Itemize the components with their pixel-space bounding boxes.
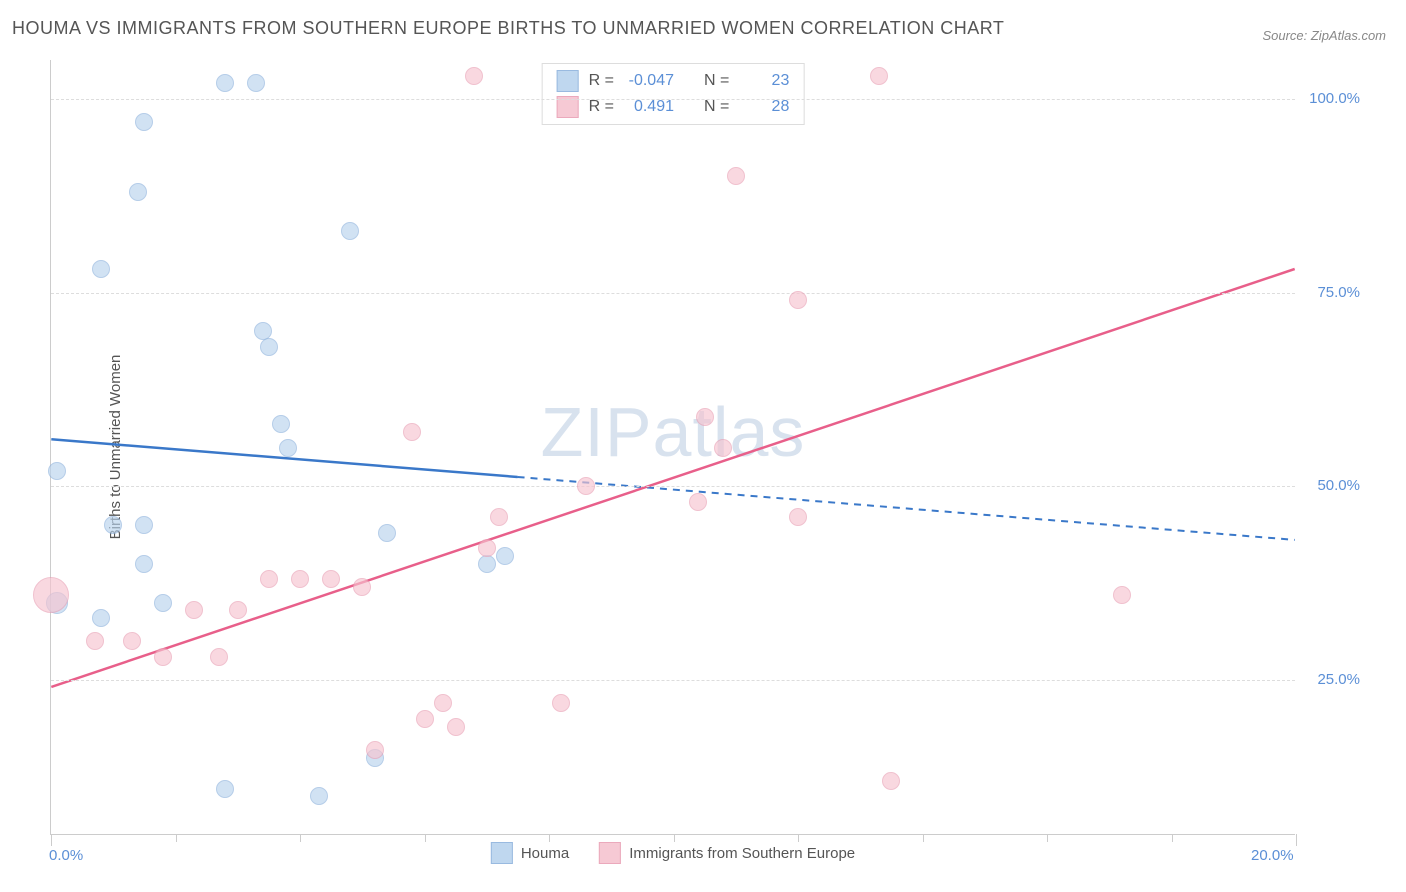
y-tick-label: 25.0% bbox=[1317, 671, 1360, 688]
legend-stats-row: R = -0.047 N = 23 bbox=[557, 68, 790, 94]
trend-line-solid bbox=[51, 269, 1294, 687]
scatter-point bbox=[434, 694, 452, 712]
scatter-point bbox=[229, 601, 247, 619]
y-tick-label: 75.0% bbox=[1317, 284, 1360, 301]
scatter-point bbox=[279, 439, 297, 457]
scatter-point bbox=[366, 741, 384, 759]
legend-label: Houma bbox=[521, 845, 569, 862]
trend-lines-layer bbox=[51, 60, 1295, 834]
scatter-point bbox=[789, 508, 807, 526]
scatter-point bbox=[403, 423, 421, 441]
scatter-point bbox=[689, 493, 707, 511]
scatter-point bbox=[416, 710, 434, 728]
x-tick-mark bbox=[923, 834, 924, 842]
n-value: 23 bbox=[739, 72, 789, 90]
scatter-point bbox=[216, 780, 234, 798]
chart-title: HOUMA VS IMMIGRANTS FROM SOUTHERN EUROPE… bbox=[12, 18, 1004, 39]
scatter-point bbox=[135, 113, 153, 131]
legend-stats-box: R = -0.047 N = 23 R = 0.491 N = 28 bbox=[542, 63, 805, 125]
scatter-point bbox=[1113, 586, 1131, 604]
x-tick-mark bbox=[1296, 834, 1297, 846]
watermark-text: ZIPatlas bbox=[541, 392, 806, 472]
scatter-point bbox=[310, 787, 328, 805]
scatter-point bbox=[789, 291, 807, 309]
scatter-point bbox=[870, 67, 888, 85]
scatter-point bbox=[33, 577, 69, 613]
legend-swatch bbox=[491, 842, 513, 864]
scatter-point bbox=[210, 648, 228, 666]
y-axis-label: Births to Unmarried Women bbox=[107, 355, 124, 540]
scatter-point bbox=[447, 718, 465, 736]
gridline bbox=[51, 293, 1295, 294]
scatter-point bbox=[135, 555, 153, 573]
scatter-point bbox=[104, 516, 122, 534]
scatter-point bbox=[478, 539, 496, 557]
x-tick-mark bbox=[1047, 834, 1048, 842]
x-tick-mark bbox=[1172, 834, 1173, 842]
scatter-point bbox=[154, 648, 172, 666]
x-tick-mark bbox=[51, 834, 52, 846]
scatter-point bbox=[154, 594, 172, 612]
legend-swatch bbox=[599, 842, 621, 864]
x-tick-mark bbox=[798, 834, 799, 842]
x-tick-mark bbox=[300, 834, 301, 842]
x-tick-mark bbox=[176, 834, 177, 842]
source-attribution: Source: ZipAtlas.com bbox=[1262, 28, 1386, 43]
scatter-point bbox=[490, 508, 508, 526]
scatter-point bbox=[260, 570, 278, 588]
x-tick-mark bbox=[549, 834, 550, 842]
chart-plot-area: Births to Unmarried Women ZIPatlas R = -… bbox=[50, 60, 1295, 835]
scatter-point bbox=[552, 694, 570, 712]
x-tick-label: 20.0% bbox=[1251, 847, 1294, 864]
r-label: R = bbox=[589, 98, 614, 116]
x-tick-label: 0.0% bbox=[49, 847, 83, 864]
n-label: N = bbox=[704, 72, 729, 90]
scatter-point bbox=[496, 547, 514, 565]
scatter-point bbox=[86, 632, 104, 650]
scatter-point bbox=[714, 439, 732, 457]
y-tick-label: 100.0% bbox=[1309, 90, 1360, 107]
scatter-point bbox=[341, 222, 359, 240]
scatter-point bbox=[260, 338, 278, 356]
r-value: -0.047 bbox=[624, 72, 674, 90]
scatter-point bbox=[92, 260, 110, 278]
scatter-point bbox=[185, 601, 203, 619]
x-tick-mark bbox=[674, 834, 675, 842]
scatter-point bbox=[577, 477, 595, 495]
gridline bbox=[51, 99, 1295, 100]
legend-swatch bbox=[557, 70, 579, 92]
n-label: N = bbox=[704, 98, 729, 116]
scatter-point bbox=[291, 570, 309, 588]
gridline bbox=[51, 680, 1295, 681]
scatter-point bbox=[378, 524, 396, 542]
scatter-point bbox=[48, 462, 66, 480]
legend-label: Immigrants from Southern Europe bbox=[629, 845, 855, 862]
n-value: 28 bbox=[739, 98, 789, 116]
scatter-point bbox=[272, 415, 290, 433]
scatter-point bbox=[129, 183, 147, 201]
scatter-point bbox=[92, 609, 110, 627]
legend-item: Immigrants from Southern Europe bbox=[599, 842, 855, 864]
scatter-point bbox=[247, 74, 265, 92]
x-tick-mark bbox=[425, 834, 426, 842]
legend-item: Houma bbox=[491, 842, 569, 864]
scatter-point bbox=[322, 570, 340, 588]
legend-series-box: Houma Immigrants from Southern Europe bbox=[491, 842, 855, 864]
gridline bbox=[51, 486, 1295, 487]
r-label: R = bbox=[589, 72, 614, 90]
scatter-point bbox=[727, 167, 745, 185]
r-value: 0.491 bbox=[624, 98, 674, 116]
scatter-point bbox=[465, 67, 483, 85]
y-tick-label: 50.0% bbox=[1317, 477, 1360, 494]
scatter-point bbox=[123, 632, 141, 650]
scatter-point bbox=[216, 74, 234, 92]
scatter-point bbox=[135, 516, 153, 534]
scatter-point bbox=[696, 408, 714, 426]
scatter-point bbox=[478, 555, 496, 573]
scatter-point bbox=[353, 578, 371, 596]
scatter-point bbox=[882, 772, 900, 790]
